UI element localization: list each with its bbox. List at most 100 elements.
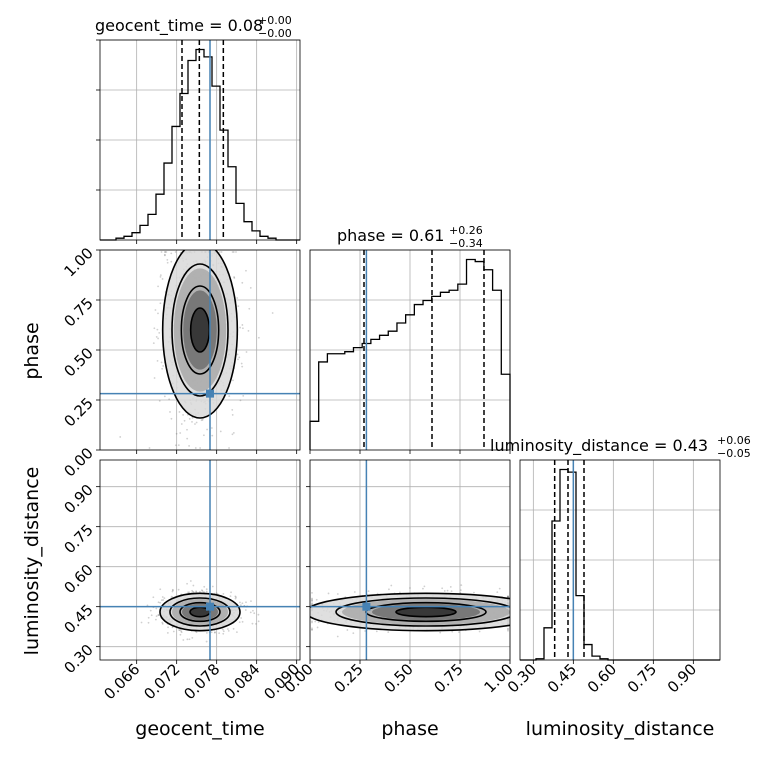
axes-frame <box>99 459 301 661</box>
histogram-step <box>520 468 720 661</box>
sample-point <box>233 276 236 278</box>
sample-point <box>161 596 164 598</box>
sample-point <box>219 430 222 433</box>
sample-point <box>249 287 252 289</box>
sample-point <box>188 638 191 641</box>
sample-point <box>164 254 166 257</box>
sample-point <box>156 360 159 362</box>
sample-point <box>186 582 188 585</box>
sample-point <box>317 621 320 624</box>
sample-point <box>205 632 208 634</box>
sample-point <box>227 628 229 630</box>
sample-point <box>215 592 218 595</box>
sample-point <box>460 584 463 587</box>
histogram-step <box>309 258 511 450</box>
contour <box>161 250 239 419</box>
sample-point <box>180 423 183 425</box>
sample-point <box>174 444 177 447</box>
sample-point <box>507 595 509 598</box>
sample-point <box>202 434 205 437</box>
diag-panel-luminosity-distance: 0.30 0.45 0.60 0.75 0.90 <box>504 459 721 696</box>
sample-point <box>182 639 185 641</box>
sample-point <box>242 394 245 397</box>
sample-point <box>251 622 254 625</box>
sample-point <box>451 630 454 633</box>
ytick-label: 0.00 <box>60 444 96 480</box>
sample-point <box>205 640 208 643</box>
sample-point <box>241 281 244 284</box>
sample-point <box>186 638 189 641</box>
sample-point <box>247 329 250 332</box>
sample-point <box>336 593 339 595</box>
contour <box>335 597 510 627</box>
sample-point <box>507 595 509 598</box>
sample-point <box>157 312 159 315</box>
sample-point <box>161 278 164 280</box>
xlabel-phase: phase <box>381 718 438 740</box>
sample-point <box>311 599 313 602</box>
sample-point <box>231 433 234 436</box>
sample-point <box>449 586 452 588</box>
sample-point <box>194 423 196 425</box>
sample-point <box>155 607 158 610</box>
panel-phase-vs-luminosity-distance: 0.00 0.25 0.50 0.75 1.00 <box>280 459 517 696</box>
sample-point <box>498 587 501 590</box>
sample-point <box>211 434 214 437</box>
sample-point <box>170 252 173 255</box>
sample-point <box>231 251 234 253</box>
sample-point <box>175 432 178 435</box>
panel-geocent-time-vs-phase: 0.00 0.25 0.50 0.75 1.00 <box>60 244 301 480</box>
sample-point <box>171 626 174 629</box>
sample-point <box>188 445 190 447</box>
sample-point <box>153 327 156 330</box>
contour <box>310 592 510 632</box>
sample-point <box>238 356 241 359</box>
sample-point <box>222 592 225 595</box>
sample-point <box>235 596 237 599</box>
sample-point <box>241 324 244 326</box>
sample-point <box>170 417 173 420</box>
sample-point <box>152 596 155 599</box>
xtick-label: 0.072 <box>140 660 183 703</box>
density <box>140 580 260 643</box>
sample-point <box>311 620 313 623</box>
ytick-label: 0.45 <box>60 601 96 637</box>
sample-point <box>315 598 318 601</box>
sample-point <box>213 631 216 634</box>
sample-point <box>240 617 243 619</box>
sample-point <box>364 630 367 632</box>
sample-point <box>228 447 230 449</box>
xtick-label: 0.45 <box>544 660 580 696</box>
sample-point <box>232 251 235 253</box>
sample-point <box>159 275 162 278</box>
sample-point <box>162 599 165 601</box>
title-geocent-time-plus: +0.00 <box>258 14 292 27</box>
sample-point <box>220 251 223 253</box>
sample-point <box>327 592 330 595</box>
sample-point <box>179 432 182 434</box>
sample-point <box>399 591 401 594</box>
sample-point <box>245 269 247 272</box>
sample-point <box>206 428 208 431</box>
sample-point <box>238 621 241 624</box>
sample-point <box>152 342 155 345</box>
sample-point <box>311 600 313 602</box>
sample-point <box>227 629 230 632</box>
sample-point <box>409 587 411 589</box>
contour <box>179 601 221 623</box>
sample-point <box>157 614 160 616</box>
sample-point <box>478 630 481 633</box>
sample-point <box>200 419 203 422</box>
sample-point <box>166 261 169 264</box>
sample-point <box>156 328 159 331</box>
sample-point <box>232 627 235 630</box>
sample-point <box>311 597 313 600</box>
sample-point <box>171 590 174 593</box>
sample-point <box>235 251 237 253</box>
sample-point <box>507 629 509 632</box>
truth-marker <box>206 602 214 611</box>
sample-point <box>496 591 499 593</box>
axes-frame <box>99 39 301 241</box>
sample-point <box>201 418 204 421</box>
sample-point <box>231 408 234 411</box>
